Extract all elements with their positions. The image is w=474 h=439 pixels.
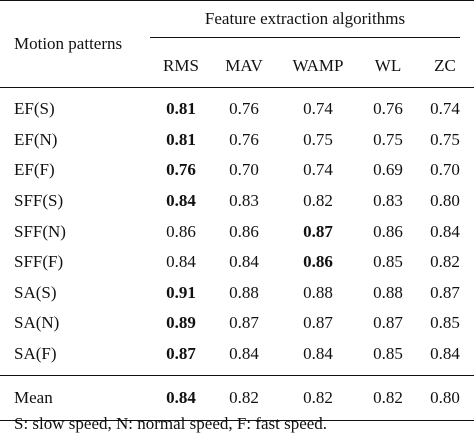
cell-mav: 0.87 xyxy=(229,313,259,333)
row-label: SA(F) xyxy=(14,344,57,364)
cell-wl: 0.86 xyxy=(373,221,403,241)
cell-wl: 0.85 xyxy=(373,344,403,364)
cell-zc: 0.80 xyxy=(430,191,460,211)
row-label: SA(S) xyxy=(14,282,57,302)
group-header-underline: Feature extraction algorithms xyxy=(150,9,460,38)
cell-mav: 0.86 xyxy=(229,221,259,241)
mean-value-wamp: 0.82 xyxy=(303,388,333,408)
cell-wamp: 0.75 xyxy=(303,129,333,149)
table-row: SFF(N) 0.86 0.86 0.87 0.86 0.84 xyxy=(0,216,474,247)
mean-value-mav: 0.82 xyxy=(229,388,259,408)
cell-zc: 0.84 xyxy=(430,344,460,364)
row-header-motion-patterns: Motion patterns xyxy=(0,0,150,88)
results-table: Motion patterns Feature extraction algor… xyxy=(0,0,474,421)
table-row: EF(S) 0.81 0.76 0.74 0.76 0.74 xyxy=(0,88,474,125)
group-header-label: Feature extraction algorithms xyxy=(204,8,406,28)
cell-wl: 0.76 xyxy=(373,99,403,119)
table-body: EF(S) 0.81 0.76 0.74 0.76 0.74 EF(N) 0.81 0.76 0.… xyxy=(0,88,474,376)
table-row: SFF(F) 0.84 0.84 0.86 0.85 0.82 xyxy=(0,247,474,278)
cell-wamp: 0.86 xyxy=(303,252,333,272)
cell-wl: 0.69 xyxy=(373,160,403,180)
group-header-feature-extraction: Feature extraction algorithms xyxy=(150,1,474,46)
cell-wl: 0.83 xyxy=(373,191,403,211)
cell-mav: 0.84 xyxy=(229,252,259,272)
cell-rms: 0.84 xyxy=(166,191,196,211)
row-label: SFF(N) xyxy=(14,221,66,241)
cell-wamp: 0.87 xyxy=(303,313,333,333)
cell-zc: 0.82 xyxy=(430,252,460,272)
column-header-mav: MAV xyxy=(225,56,263,75)
cell-wl: 0.88 xyxy=(373,282,403,302)
row-label: SFF(F) xyxy=(14,252,64,272)
cell-wamp: 0.88 xyxy=(303,282,333,302)
table-row: EF(N) 0.81 0.76 0.75 0.75 0.75 xyxy=(0,125,474,156)
cell-wamp: 0.74 xyxy=(303,160,333,180)
cell-mav: 0.76 xyxy=(229,99,259,119)
cell-rms: 0.76 xyxy=(166,160,196,180)
row-label: EF(N) xyxy=(14,129,58,149)
cell-rms: 0.84 xyxy=(166,252,196,272)
mean-value-rms: 0.84 xyxy=(166,388,196,408)
cell-zc: 0.84 xyxy=(430,221,460,241)
table-row: SFF(S) 0.84 0.83 0.82 0.83 0.80 xyxy=(0,186,474,217)
row-label: EF(F) xyxy=(14,160,55,180)
cell-rms: 0.86 xyxy=(166,221,196,241)
table-row: EF(F) 0.76 0.70 0.74 0.69 0.70 xyxy=(0,155,474,186)
cell-wl: 0.75 xyxy=(373,129,403,149)
cell-wl: 0.87 xyxy=(373,313,403,333)
cell-rms: 0.87 xyxy=(166,344,196,364)
cell-zc: 0.70 xyxy=(430,160,460,180)
cell-wamp: 0.87 xyxy=(303,221,333,241)
cell-zc: 0.74 xyxy=(430,99,460,119)
cell-mav: 0.83 xyxy=(229,191,259,211)
column-header-wl: WL xyxy=(374,56,402,75)
mean-value-wl: 0.82 xyxy=(373,388,403,408)
column-header-rms: RMS xyxy=(163,56,199,75)
table-row: SA(N) 0.89 0.87 0.87 0.87 0.85 xyxy=(0,308,474,339)
cell-rms: 0.81 xyxy=(166,129,196,149)
mean-value-zc: 0.80 xyxy=(430,388,460,408)
table-row: SA(S) 0.91 0.88 0.88 0.88 0.87 xyxy=(0,278,474,309)
cell-rms: 0.81 xyxy=(166,99,196,119)
row-label: SA(N) xyxy=(14,313,60,333)
mean-row: Mean 0.84 0.82 0.82 0.82 0.80 xyxy=(0,375,474,421)
row-label: EF(S) xyxy=(14,99,55,119)
cell-mav: 0.76 xyxy=(229,129,259,149)
cell-zc: 0.85 xyxy=(430,313,460,333)
mean-label: Mean xyxy=(14,388,53,408)
cell-zc: 0.87 xyxy=(430,282,460,302)
column-header-zc: ZC xyxy=(434,56,456,75)
cell-rms: 0.89 xyxy=(166,313,196,333)
cell-wamp: 0.74 xyxy=(303,99,333,119)
cell-zc: 0.75 xyxy=(430,129,460,149)
row-label: SFF(S) xyxy=(14,191,64,211)
cell-wamp: 0.82 xyxy=(303,191,333,211)
cell-wamp: 0.84 xyxy=(303,344,333,364)
table-row: SA(F) 0.87 0.84 0.84 0.85 0.84 xyxy=(0,339,474,376)
cell-mav: 0.88 xyxy=(229,282,259,302)
cell-wl: 0.85 xyxy=(373,252,403,272)
cell-mav: 0.70 xyxy=(229,160,259,180)
cell-mav: 0.84 xyxy=(229,344,259,364)
table-footnote: S: slow speed, N: normal speed, F: fast … xyxy=(14,414,328,433)
column-header-wamp: WAMP xyxy=(292,56,344,75)
cell-rms: 0.91 xyxy=(166,282,196,302)
